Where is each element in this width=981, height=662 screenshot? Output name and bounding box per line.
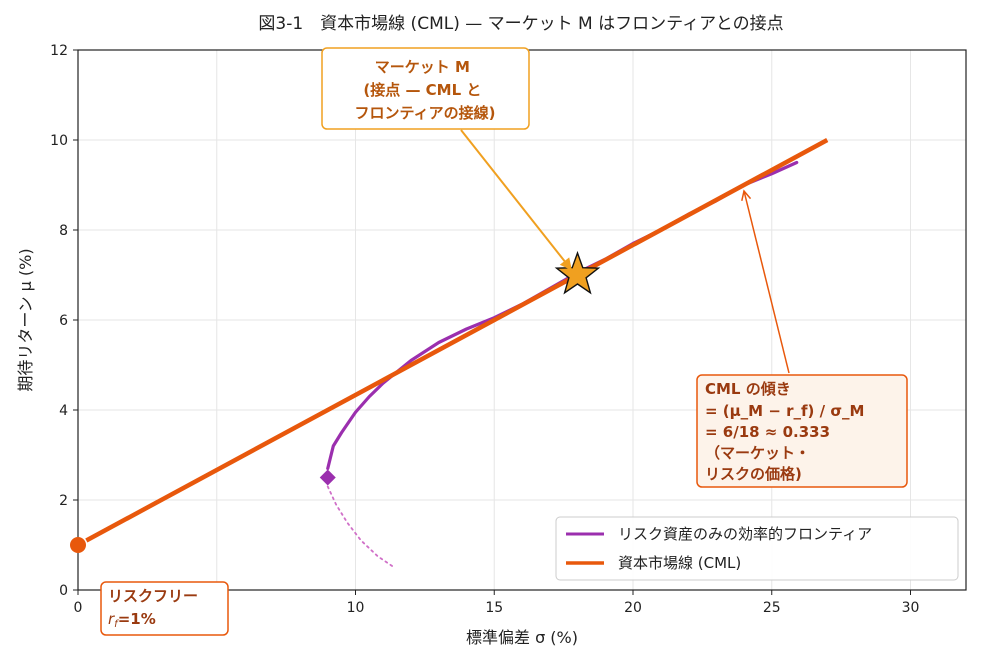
riskfree-annotation-box: リスクフリー rf=1% <box>100 581 229 636</box>
y-tick-label: 4 <box>59 403 68 419</box>
slope-annotation-arrow <box>743 190 790 374</box>
grid <box>77 49 966 591</box>
slope-annotation-arrowhead <box>741 189 752 201</box>
slope-annotation-line: = (μ_M − r_f) / σ_M <box>705 402 864 420</box>
series-layer <box>85 138 829 569</box>
y-tick-label: 12 <box>50 43 68 59</box>
x-tick-label: 15 <box>485 600 503 616</box>
y-tick-label: 2 <box>59 493 68 509</box>
riskfree-annotation-title: リスクフリー <box>108 587 198 605</box>
market-annotation-arrowhead <box>559 257 572 271</box>
legend-label-frontier: リスク資産のみの効率的フロンティア <box>618 525 872 543</box>
y-tick-label: 10 <box>50 133 68 149</box>
legend: リスク資産のみの効率的フロンティア 資本市場線 (CML) <box>555 516 959 581</box>
risk-free-marker <box>70 537 86 553</box>
x-tick-label: 25 <box>763 600 781 616</box>
chart-title: 図3-1 資本市場線 (CML) — マーケット M はフロンティアとの接点 <box>258 14 783 34</box>
x-tick-label: 10 <box>347 600 365 616</box>
market-annotation-line: (接点 — CML と <box>363 81 481 99</box>
slope-annotation-line: = 6/18 ≈ 0.333 <box>705 423 830 441</box>
min-variance-marker <box>319 469 336 486</box>
markers-layer <box>70 250 601 553</box>
svg-text:CML の傾き = (μ_M − r_f) /: CML の傾き = (μ_M − r_f) / σ_M = 6/18 ≈ 0.3… <box>705 380 870 483</box>
svg-text:マーケット M (接点 — CML と: マーケット M (接点 — CML と フロンティアの接線) <box>355 58 496 122</box>
x-tick-label: 30 <box>902 600 920 616</box>
market-annotation-arrow <box>460 129 567 264</box>
y-axis-label: 期待リターン μ (%) <box>16 248 35 391</box>
x-axis-label: 標準偏差 σ (%) <box>466 628 578 647</box>
slope-annotation-line: リスクの価格) <box>705 465 802 483</box>
slope-annotation-line: （マーケット・ <box>705 444 810 462</box>
market-annotation-line: フロンティアの接線) <box>355 104 496 122</box>
cml-line <box>85 138 829 543</box>
y-tick-label: 0 <box>59 583 68 599</box>
frontier-lower-dotted-line <box>326 485 396 569</box>
slope-annotation-box: CML の傾き = (μ_M − r_f) / σ_M = 6/18 ≈ 0.3… <box>696 374 908 488</box>
x-tick-label: 20 <box>624 600 642 616</box>
legend-label-cml: 資本市場線 (CML) <box>618 554 741 572</box>
market-annotation-box: マーケット M (接点 — CML と フロンティアの接線) <box>321 47 530 130</box>
market-annotation-line: マーケット M <box>375 58 470 76</box>
x-tick-label: 0 <box>74 600 83 616</box>
y-tick-label: 8 <box>59 223 68 239</box>
slope-annotation-line: CML の傾き <box>705 380 791 398</box>
market-star-marker <box>554 250 601 295</box>
riskfree-annotation-formula: rf=1% <box>108 610 156 630</box>
y-tick-label: 6 <box>59 313 68 329</box>
